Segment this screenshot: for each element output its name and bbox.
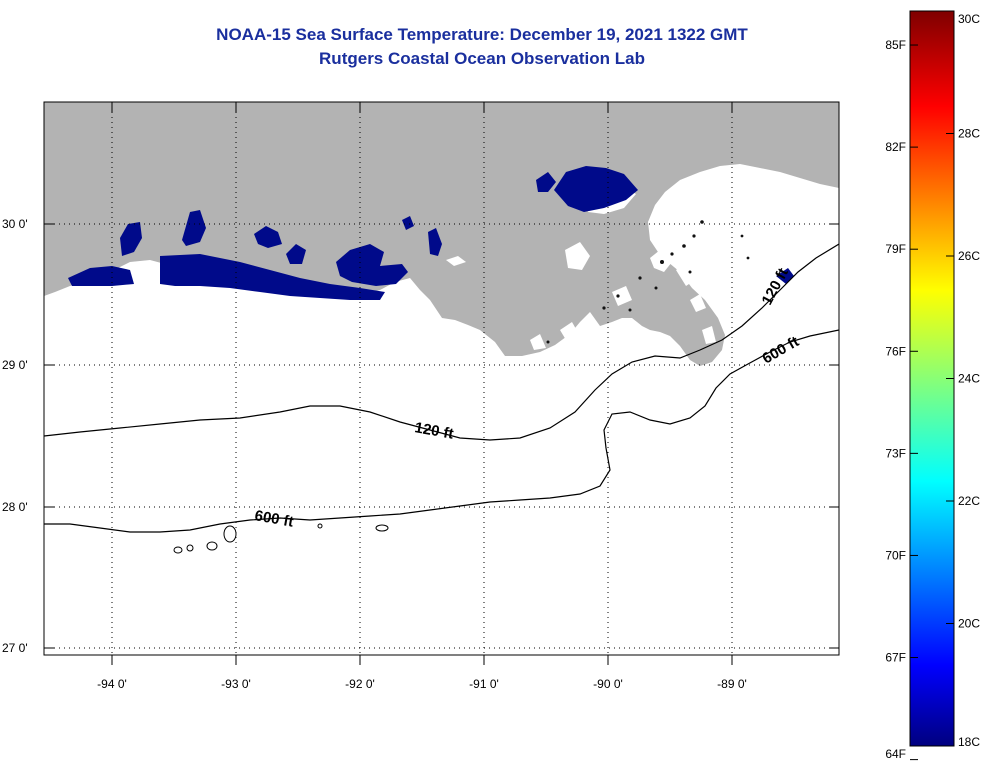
colorbar-label-celsius: 26C xyxy=(958,249,980,263)
lon-label-89: -89 0' xyxy=(717,677,747,691)
lon-label-93: -93 0' xyxy=(221,677,251,691)
isobath-600ft xyxy=(44,329,839,533)
colorbar-label-celsius: 30C xyxy=(958,12,980,26)
colorbar-label-fahrenheit: 79F xyxy=(885,242,906,256)
lon-label-90: -90 0' xyxy=(593,677,623,691)
lat-label-30: 30 0' xyxy=(2,217,28,231)
lat-label-27: 27 0' xyxy=(2,641,28,655)
land-mass xyxy=(44,102,839,366)
lon-label-94: -94 0' xyxy=(97,677,127,691)
colorbar-label-celsius: 18C xyxy=(958,735,980,749)
colorbar-label-celsius: 28C xyxy=(958,127,980,141)
colorbar-label-fahrenheit: 67F xyxy=(885,651,906,665)
lon-label-91: -91 0' xyxy=(469,677,499,691)
lat-label-29: 29 0' xyxy=(2,358,28,372)
contour-label-120ft-west: 120 ft xyxy=(413,419,455,443)
cold-water-patches xyxy=(68,166,794,300)
lat-label-28: 28 0' xyxy=(2,500,28,514)
map-title: NOAA-15 Sea Surface Temperature: Decembe… xyxy=(216,25,748,44)
temperature-colorbar: 30C 28C 26C 24C 22C 20C 18C 85F 82F 79F 76F 73F 70F 6… xyxy=(885,10,980,761)
colorbar-label-fahrenheit: 73F xyxy=(885,446,906,460)
marsh-dark-speckle xyxy=(546,220,750,344)
colorbar-label-celsius: 20C xyxy=(958,617,980,631)
colorbar-label-fahrenheit: 76F xyxy=(885,344,906,358)
colorbar-label-fahrenheit: 64F xyxy=(885,747,906,761)
contour-rings xyxy=(173,523,389,554)
map-frame xyxy=(43,101,840,656)
map-area xyxy=(44,102,839,655)
colorbar-label-fahrenheit: 70F xyxy=(885,548,906,562)
colorbar-label-fahrenheit: 82F xyxy=(885,140,906,154)
colorbar-label-celsius: 22C xyxy=(958,494,980,508)
colorbar-label-celsius: 24C xyxy=(958,372,980,386)
lat-lon-grid xyxy=(44,102,839,655)
map-subtitle: Rutgers Coastal Ocean Observation Lab xyxy=(319,49,645,68)
axis-ticks xyxy=(44,102,839,665)
colorbar-label-fahrenheit: 85F xyxy=(885,38,906,52)
lon-label-92: -92 0' xyxy=(345,677,375,691)
isobath-120ft xyxy=(44,243,839,441)
contour-label-600ft-west: 600 ft xyxy=(253,507,295,531)
